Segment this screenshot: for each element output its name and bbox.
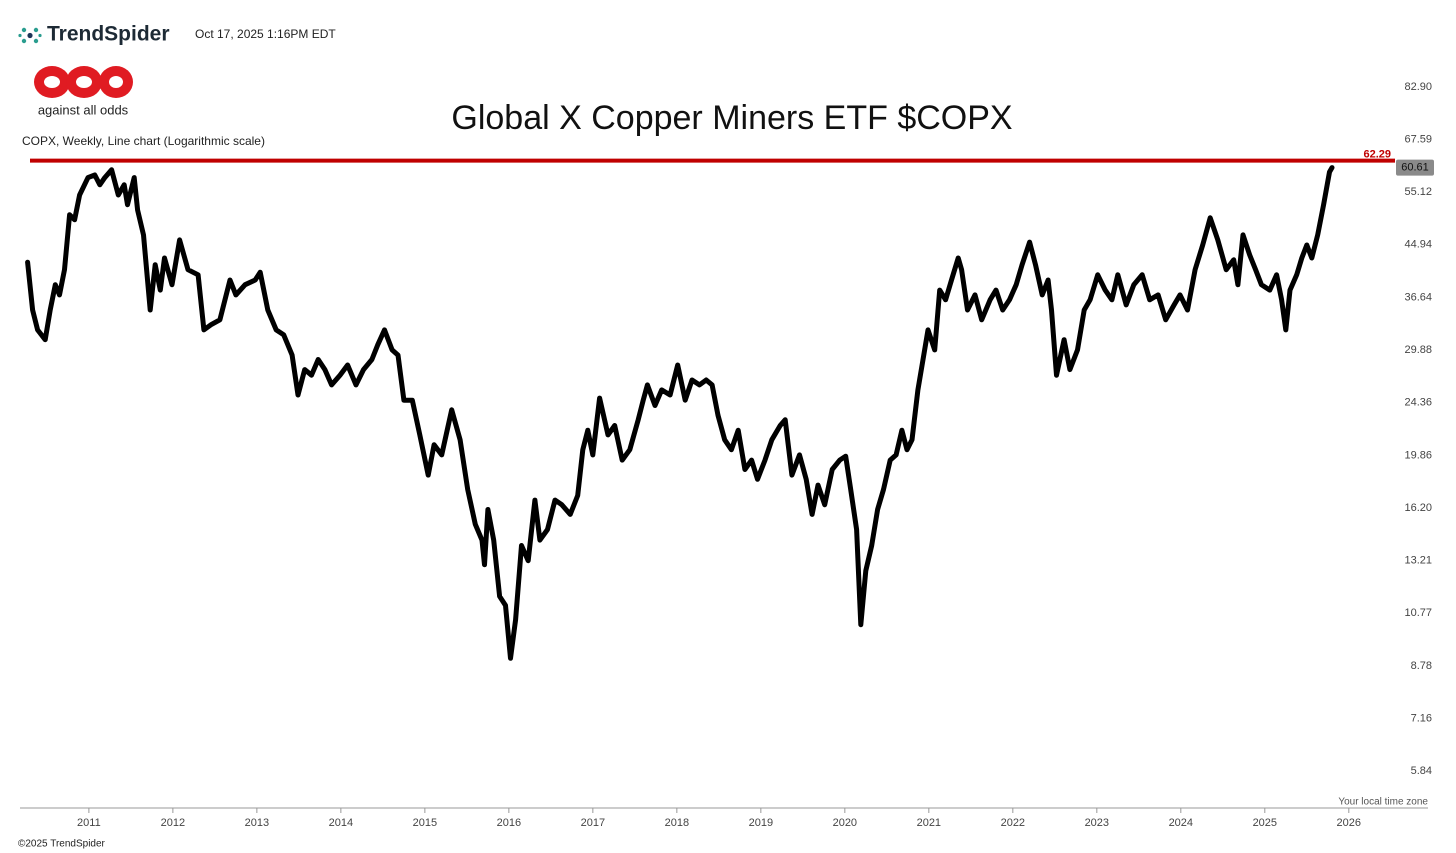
x-tick-label: 2023 xyxy=(1085,817,1109,829)
x-tick-label: 2014 xyxy=(329,817,353,829)
y-tick-label: 55.12 xyxy=(1404,186,1432,198)
y-tick-label: 24.36 xyxy=(1404,397,1432,409)
price-line xyxy=(25,165,1335,661)
y-tick-label: 7.16 xyxy=(1411,712,1432,724)
x-tick-label: 2012 xyxy=(161,817,185,829)
x-tick-label: 2019 xyxy=(749,817,773,829)
x-tick-label: 2026 xyxy=(1337,817,1361,829)
x-tick-label: 2024 xyxy=(1169,817,1193,829)
last-price-label: 60.61 xyxy=(1401,162,1429,174)
logo-tagline: against all odds xyxy=(38,102,129,117)
x-tick-label: 2022 xyxy=(1001,817,1025,829)
resistance-label: 62.29 xyxy=(1363,148,1391,160)
last-price-box xyxy=(1396,159,1434,176)
x-tick-label: 2021 xyxy=(917,817,941,829)
x-tick-label: 2016 xyxy=(497,817,521,829)
chart-subtitle: COPX, Weekly, Line chart (Logarithmic sc… xyxy=(22,134,265,148)
x-tick-label: 2011 xyxy=(77,817,101,829)
x-tick-label: 2018 xyxy=(665,817,689,829)
y-tick-label: 67.59 xyxy=(1404,133,1432,145)
copyright: ©2025 TrendSpider xyxy=(18,839,106,850)
y-tick-label: 13.21 xyxy=(1404,554,1432,566)
x-tick-label: 2017 xyxy=(581,817,605,829)
y-tick-label: 5.84 xyxy=(1411,765,1432,777)
y-tick-label: 82.90 xyxy=(1404,81,1432,93)
aao-logo xyxy=(34,66,133,98)
brand-icon xyxy=(18,27,42,44)
y-tick-label: 44.94 xyxy=(1404,239,1432,251)
x-tick-label: 2025 xyxy=(1253,817,1277,829)
y-tick-label: 10.77 xyxy=(1404,607,1432,619)
y-tick-label: 8.78 xyxy=(1411,660,1432,672)
chart-title: Global X Copper Miners ETF $COPX xyxy=(451,99,1012,137)
y-tick-label: 16.20 xyxy=(1404,502,1432,514)
y-tick-label: 36.64 xyxy=(1404,291,1432,303)
x-tick-label: 2015 xyxy=(413,817,437,829)
y-tick-label: 19.86 xyxy=(1404,449,1432,461)
brand-name: TrendSpider xyxy=(47,23,170,46)
y-tick-label: 29.88 xyxy=(1404,344,1432,356)
timestamp: Oct 17, 2025 1:16PM EDT xyxy=(195,27,336,41)
x-tick-label: 2013 xyxy=(245,817,269,829)
timezone-note: Your local time zone xyxy=(1338,797,1428,808)
x-tick-label: 2020 xyxy=(833,817,857,829)
